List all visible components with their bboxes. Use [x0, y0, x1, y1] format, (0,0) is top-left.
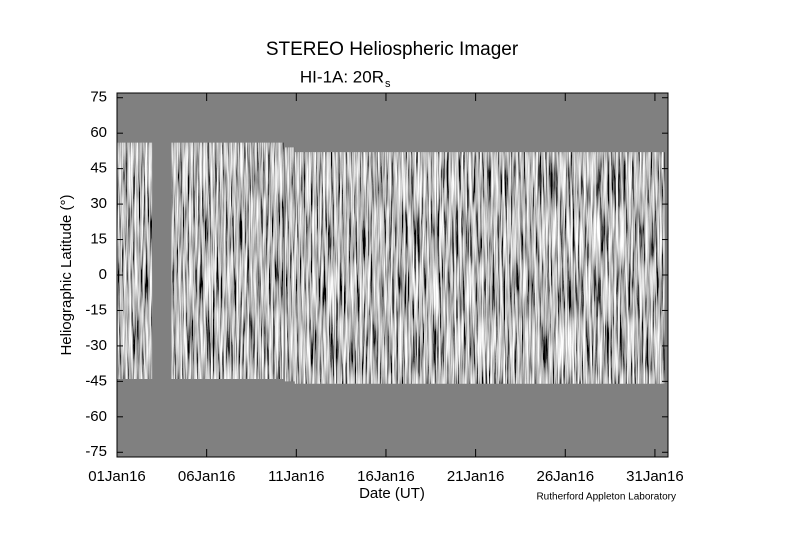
y-tick-label: -15	[85, 301, 107, 318]
x-tick-label: 16Jan16	[357, 468, 415, 485]
credit: Rutherford Appleton Laboratory	[536, 492, 676, 503]
y-tick-label: -30	[85, 337, 107, 354]
y-tick-label: 0	[99, 266, 107, 283]
x-tick-label: 26Jan16	[536, 468, 594, 485]
data-segment	[171, 142, 284, 379]
x-tick-label: 06Jan16	[178, 468, 236, 485]
y-tick-label: -60	[85, 408, 107, 425]
y-tick-label: -45	[85, 372, 107, 389]
x-tick-label: 31Jan16	[626, 468, 684, 485]
y-tick-label: 30	[90, 195, 107, 212]
segment-texture	[294, 152, 665, 384]
segment-texture	[285, 147, 295, 382]
segment-texture	[171, 142, 284, 379]
y-axis-label: Heliographic Latitude (°)	[58, 194, 75, 355]
y-tick-label: 75	[90, 89, 107, 106]
subtitle-subscript: s	[385, 78, 391, 90]
segment-texture	[117, 142, 153, 379]
x-tick-label: 01Jan16	[88, 468, 146, 485]
data-segment	[117, 142, 153, 379]
y-tick-label: 15	[90, 231, 107, 248]
chart-subtitle: HI-1A: 20R	[300, 67, 384, 86]
y-tick-label: 60	[90, 124, 107, 141]
y-tick-label: -75	[85, 443, 107, 460]
data-segment	[285, 147, 295, 382]
data-segment	[294, 152, 665, 384]
y-tick-label: 45	[90, 160, 107, 177]
chart-title: STEREO Heliospheric Imager	[266, 39, 519, 60]
x-axis-label: Date (UT)	[359, 485, 425, 502]
x-tick-label: 21Jan16	[447, 468, 505, 485]
x-tick-label: 11Jan16	[268, 468, 324, 485]
